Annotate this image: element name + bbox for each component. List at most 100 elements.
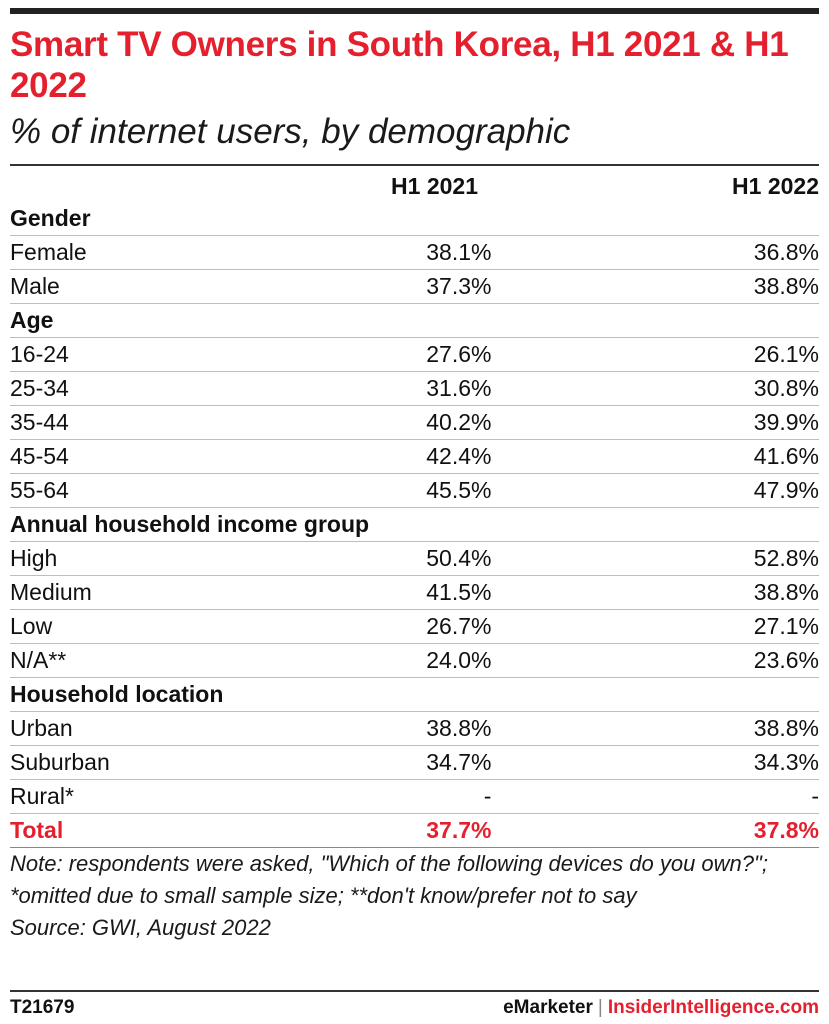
table-row: Rural* - - — [10, 779, 819, 814]
cell-h1-2022: 26.1% — [696, 337, 819, 372]
column-gap — [491, 235, 697, 270]
brand-insider-intelligence: InsiderIntelligence.com — [607, 997, 819, 1018]
cell-h1-2022: - — [696, 779, 819, 814]
cell-h1-2022: 37.8% — [696, 813, 819, 848]
column-gap — [491, 711, 697, 746]
table-row: Male 37.3% 38.8% — [10, 269, 819, 304]
brand-separator: | — [597, 997, 603, 1018]
brand-emarketer: eMarketer — [503, 997, 593, 1018]
column-gap — [491, 541, 697, 576]
row-label: Medium — [10, 575, 370, 610]
cell-h1-2022: 41.6% — [696, 439, 819, 474]
cell-h1-2021: 27.6% — [369, 337, 492, 372]
cell-h1-2021: 45.5% — [369, 473, 492, 508]
group-label: Age — [10, 303, 370, 338]
cell-h1-2021: 37.3% — [369, 269, 492, 304]
column-gap — [491, 507, 697, 542]
column-gap — [491, 473, 697, 508]
column-gap — [491, 677, 697, 712]
table-row: Female 38.1% 36.8% — [10, 235, 819, 270]
cell-h1-2022 — [696, 303, 819, 338]
cell-h1-2021: 40.2% — [369, 405, 492, 440]
data-table: Gender Female 38.1% 36.8% Male 37.3% 38.8% Age 1… — [10, 202, 819, 848]
table-group-row: Gender — [10, 202, 819, 236]
cell-h1-2022: 38.8% — [696, 269, 819, 304]
column-gap — [491, 643, 697, 678]
table-row: 16-24 27.6% 26.1% — [10, 337, 819, 372]
group-label: Household location — [10, 677, 370, 712]
footer-rule — [10, 990, 819, 992]
cell-h1-2022: 36.8% — [696, 235, 819, 270]
table-row: High 50.4% 52.8% — [10, 541, 819, 576]
row-label: Urban — [10, 711, 370, 746]
row-label: Suburban — [10, 745, 370, 780]
chart-frame: Smart TV Owners in South Korea, H1 2021 … — [10, 0, 819, 1024]
row-label: High — [10, 541, 370, 576]
table-total-row: Total 37.7% 37.8% — [10, 813, 819, 848]
chart-subtitle: % of internet users, by demographic — [10, 112, 571, 151]
column-header-h1-2022: H1 2022 — [732, 173, 819, 199]
footer-brand: eMarketer | InsiderIntelligence.com — [503, 997, 819, 1019]
cell-h1-2021: 41.5% — [369, 575, 492, 610]
cell-h1-2022: 30.8% — [696, 371, 819, 406]
chart-id: T21679 — [10, 997, 75, 1018]
cell-h1-2021: 50.4% — [369, 541, 492, 576]
cell-h1-2021: 31.6% — [369, 371, 492, 406]
table-group-row: Annual household income group — [10, 507, 819, 542]
table-row: Low 26.7% 27.1% — [10, 609, 819, 644]
cell-h1-2021: 24.0% — [369, 643, 492, 678]
cell-h1-2021 — [369, 202, 492, 236]
column-gap — [491, 575, 697, 610]
cell-h1-2021 — [369, 303, 492, 338]
cell-h1-2021: - — [369, 779, 492, 814]
cell-h1-2022: 27.1% — [696, 609, 819, 644]
cell-h1-2022: 34.3% — [696, 745, 819, 780]
cell-h1-2021: 38.1% — [369, 235, 492, 270]
table-row: Suburban 34.7% 34.3% — [10, 745, 819, 780]
cell-h1-2021: 26.7% — [369, 609, 492, 644]
column-gap — [491, 405, 697, 440]
cell-h1-2022 — [696, 202, 819, 236]
column-gap — [491, 745, 697, 780]
row-label: 35-44 — [10, 405, 370, 440]
column-gap — [491, 303, 697, 338]
cell-h1-2022: 23.6% — [696, 643, 819, 678]
column-gap — [491, 371, 697, 406]
table-group-row: Household location — [10, 677, 819, 712]
chart-notes: Note: respondents were asked, "Which of … — [10, 848, 819, 944]
note-text: Note: respondents were asked, "Which of … — [10, 851, 768, 908]
row-label: Low — [10, 609, 370, 644]
cell-h1-2021: 34.7% — [369, 745, 492, 780]
cell-h1-2021 — [369, 677, 492, 712]
column-header-h1-2021: H1 2021 — [391, 173, 478, 199]
cell-h1-2022 — [696, 507, 819, 542]
table-body: Gender Female 38.1% 36.8% Male 37.3% 38.8% Age 1… — [10, 202, 819, 848]
table-row: 55-64 45.5% 47.9% — [10, 473, 819, 508]
column-gap — [491, 813, 697, 848]
cell-h1-2021: 38.8% — [369, 711, 492, 746]
row-label: N/A** — [10, 643, 370, 678]
source-text: Source: GWI, August 2022 — [10, 915, 271, 940]
column-gap — [491, 202, 697, 236]
cell-h1-2022: 38.8% — [696, 575, 819, 610]
row-label: 16-24 — [10, 337, 370, 372]
cell-h1-2022: 47.9% — [696, 473, 819, 508]
row-label: 55-64 — [10, 473, 370, 508]
column-gap — [491, 337, 697, 372]
table-row: 25-34 31.6% 30.8% — [10, 371, 819, 406]
cell-h1-2022 — [696, 677, 819, 712]
top-rule — [10, 8, 819, 14]
table-row: N/A** 24.0% 23.6% — [10, 643, 819, 678]
group-label: Annual household income group — [10, 507, 370, 542]
row-label: Rural* — [10, 779, 370, 814]
table-row: 35-44 40.2% 39.9% — [10, 405, 819, 440]
row-label: 25-34 — [10, 371, 370, 406]
column-gap — [491, 609, 697, 644]
row-label: Total — [10, 813, 370, 848]
cell-h1-2021: 37.7% — [369, 813, 492, 848]
cell-h1-2022: 38.8% — [696, 711, 819, 746]
table-group-row: Age — [10, 303, 819, 338]
header-rule — [10, 164, 819, 166]
group-label: Gender — [10, 202, 370, 236]
cell-h1-2021 — [369, 507, 492, 542]
